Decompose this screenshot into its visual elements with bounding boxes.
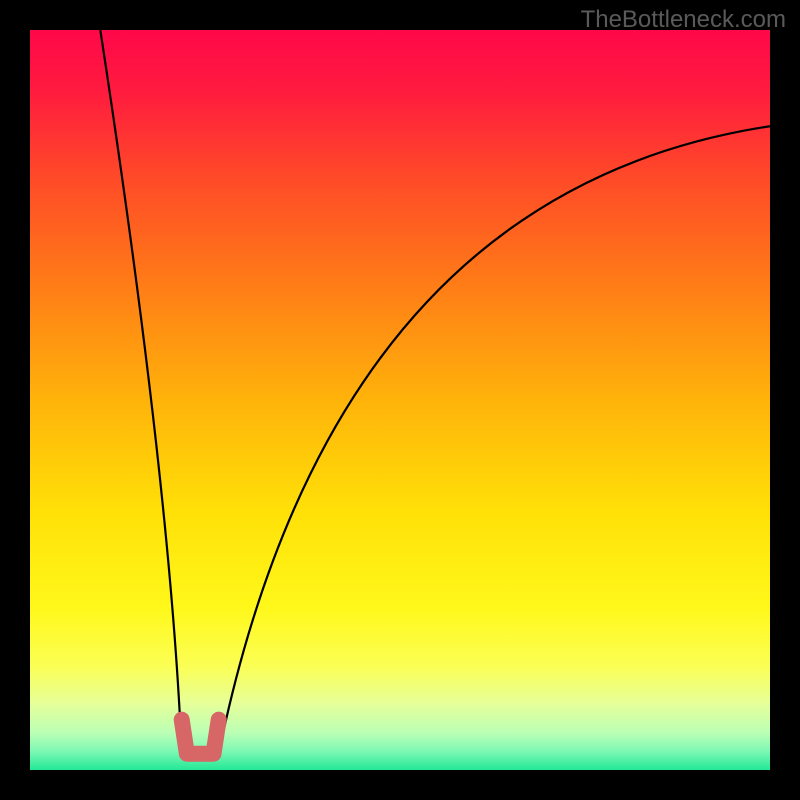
plot-svg — [30, 30, 770, 770]
plot-area — [30, 30, 770, 770]
chart-container: TheBottleneck.com — [0, 0, 800, 800]
gradient-background — [30, 30, 770, 770]
